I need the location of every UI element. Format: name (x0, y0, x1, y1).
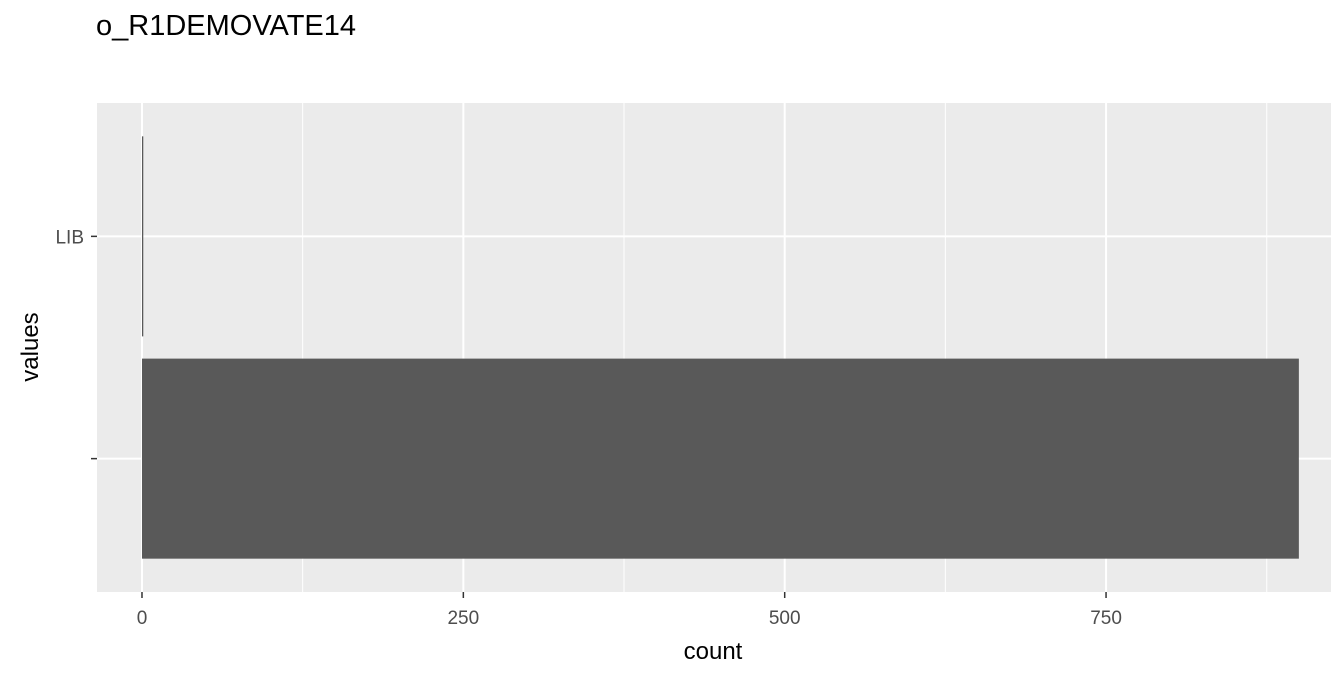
y-axis: LIB (55, 227, 97, 460)
x-axis-label: count (684, 638, 743, 665)
y-tick-label: LIB (55, 227, 84, 248)
y-axis-label: values (17, 312, 44, 381)
x-tick-label: 500 (769, 608, 801, 629)
chart-title: o_R1DEMOVATE14 (96, 10, 357, 42)
bars (141, 136, 1299, 559)
bar (141, 136, 144, 337)
x-tick-label: 750 (1090, 608, 1122, 629)
bar (141, 358, 1299, 559)
x-axis: 0 250 500 750 (137, 592, 1122, 629)
x-tick-label: 250 (447, 608, 479, 629)
x-tick-label: 0 (137, 608, 148, 629)
